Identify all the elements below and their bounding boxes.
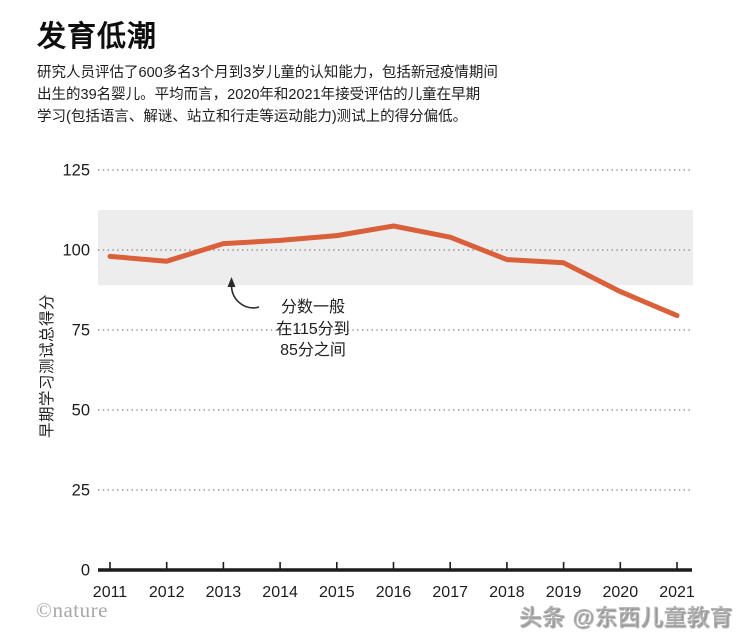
x-tick-label: 2014 <box>262 584 298 601</box>
y-axis-title: 早期学习测试总得分 <box>39 293 56 439</box>
y-tick-label: 100 <box>62 242 90 260</box>
x-tick-label: 2017 <box>432 584 468 601</box>
x-tick-label: 2016 <box>376 584 412 601</box>
arrowhead-icon <box>227 277 236 287</box>
x-tick-label: 2019 <box>546 584 582 601</box>
normal-range-band <box>98 210 693 286</box>
curved-arrow-icon <box>230 285 260 309</box>
y-tick-label: 0 <box>81 562 90 580</box>
y-tick-label: 25 <box>72 482 90 500</box>
data-line <box>107 223 680 319</box>
description: 研究人员评估了600多名3个月到3岁儿童的认知能力，包括新冠疫情期间 出生的39… <box>37 62 498 128</box>
y-tick-label: 50 <box>72 402 90 420</box>
description-line: 学习(包括语言、解谜、站立和行走等运动能力)测试上的得分偏低。 <box>37 109 468 125</box>
annotation-normal-range: 分数一般 在115分到 85分之间 <box>276 297 350 362</box>
x-tick-label: 2013 <box>206 584 242 601</box>
description-line: 出生的39名婴儿。平均而言，2020年和2021年接受评估的儿童在早期 <box>37 87 481 103</box>
nature-credit: ©nature <box>36 598 108 622</box>
x-tick-label: 2015 <box>319 584 355 601</box>
x-tick-label: 2011 <box>93 584 128 601</box>
annotation-line: 85分之间 <box>280 342 346 359</box>
y-tick-label: 75 <box>72 322 90 340</box>
line-chart: 0 25 50 75 100 125 2011 2012 2013 2014 2015 2016 201… <box>62 162 695 602</box>
annotation-line: 分数一般 <box>280 299 346 316</box>
chart-area: 0 25 50 75 100 125 2011 2012 2013 2014 2015 2016 201… <box>0 150 739 602</box>
x-tick-label: 2020 <box>603 584 639 601</box>
watermark: 头条 @东西儿童教育 <box>519 605 733 630</box>
x-tick-label: 2012 <box>149 584 185 601</box>
x-tick-label: 2018 <box>489 584 525 601</box>
description-line: 研究人员评估了600多名3个月到3岁儿童的认知能力，包括新冠疫情期间 <box>37 65 498 81</box>
annotation-line: 在115分到 <box>276 320 350 338</box>
page-title: 发育低潮 <box>37 21 158 53</box>
y-tick-label: 125 <box>62 162 90 180</box>
x-tick-label: 2021 <box>659 584 695 601</box>
